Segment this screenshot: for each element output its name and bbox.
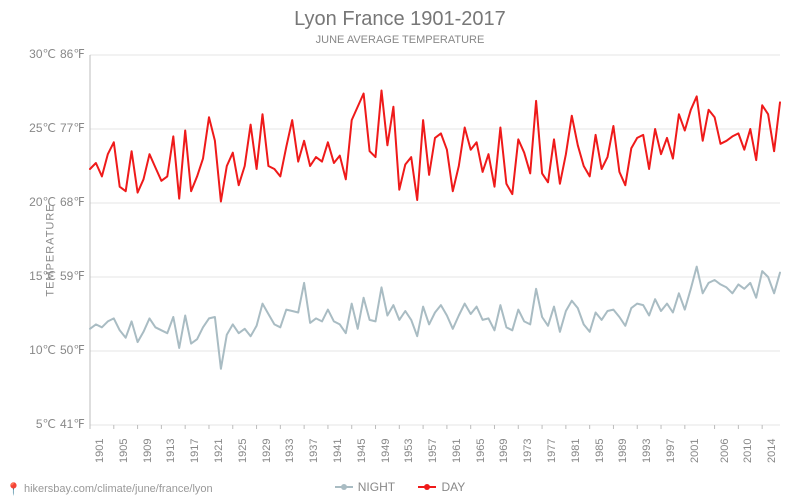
- x-tick: 1973: [522, 439, 534, 463]
- x-tick: 1977: [546, 439, 558, 463]
- y-tick-c: 25℃: [29, 121, 56, 135]
- x-tick: 1901: [94, 439, 106, 463]
- y-tick-c: 10℃: [29, 343, 56, 357]
- x-tick: 1949: [380, 439, 392, 463]
- y-tick-c: 20℃: [29, 195, 56, 209]
- x-tick: 2014: [766, 439, 778, 463]
- source-url-text: hikersbay.com/climate/june/france/lyon: [24, 483, 213, 495]
- x-tick: 1989: [617, 439, 629, 463]
- y-tick-f: 86℉: [60, 47, 85, 61]
- y-tick-c: 30℃: [29, 47, 56, 61]
- y-tick-f: 50℉: [60, 343, 85, 357]
- x-tick: 1921: [213, 439, 225, 463]
- x-tick: 1905: [118, 439, 130, 463]
- x-tick: 1953: [403, 439, 415, 463]
- x-tick: 1961: [451, 439, 463, 463]
- x-tick: 2010: [742, 439, 754, 463]
- x-tick: 2001: [689, 439, 701, 463]
- y-tick-f: 41℉: [60, 417, 85, 431]
- y-tick-c: 5℃: [36, 417, 56, 431]
- x-tick: 1945: [356, 439, 368, 463]
- x-tick: 1985: [594, 439, 606, 463]
- y-tick-f: 77℉: [60, 121, 85, 135]
- x-tick: 1957: [427, 439, 439, 463]
- legend-swatch-night: [335, 486, 353, 488]
- legend-item-day: DAY: [418, 480, 465, 494]
- x-tick: 1929: [261, 439, 273, 463]
- legend-swatch-day: [418, 486, 436, 488]
- x-tick: 1965: [475, 439, 487, 463]
- legend-item-night: NIGHT: [335, 480, 395, 494]
- x-tick: 2006: [719, 439, 731, 463]
- x-tick: 1941: [332, 439, 344, 463]
- legend-label-night: NIGHT: [358, 480, 395, 494]
- x-tick: 1909: [142, 439, 154, 463]
- map-pin-icon: 📍: [6, 482, 21, 496]
- x-tick: 1993: [641, 439, 653, 463]
- x-tick: 1997: [665, 439, 677, 463]
- x-tick: 1969: [498, 439, 510, 463]
- source-footer: 📍 hikersbay.com/climate/june/france/lyon: [6, 482, 213, 496]
- plot-svg: [0, 0, 800, 500]
- temperature-chart: Lyon France 1901-2017 JUNE AVERAGE TEMPE…: [0, 0, 800, 500]
- x-tick: 1933: [284, 439, 296, 463]
- x-tick: 1925: [237, 439, 249, 463]
- x-tick: 1917: [189, 439, 201, 463]
- y-tick-f: 59℉: [60, 269, 85, 283]
- y-tick-f: 68℉: [60, 195, 85, 209]
- x-tick: 1937: [308, 439, 320, 463]
- x-tick: 1913: [165, 439, 177, 463]
- y-tick-c: 15℃: [29, 269, 56, 283]
- legend-label-day: DAY: [441, 480, 465, 494]
- x-tick: 1981: [570, 439, 582, 463]
